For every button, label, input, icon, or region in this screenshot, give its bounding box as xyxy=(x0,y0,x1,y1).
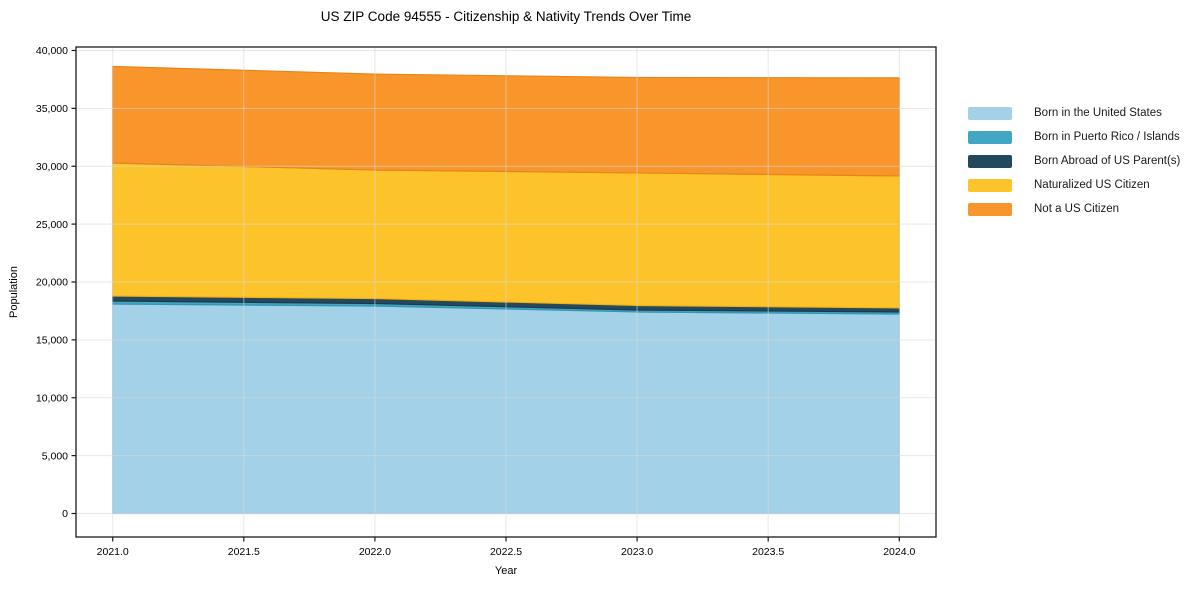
y-axis-label: Population xyxy=(8,266,20,318)
legend-label: Born in Puerto Rico / Islands xyxy=(1034,131,1180,143)
legend-label: Born Abroad of US Parent(s) xyxy=(1034,155,1181,167)
x-tick-label: 2021.5 xyxy=(228,546,260,558)
x-tick-label: 2024.0 xyxy=(883,546,915,558)
x-tick-label: 2023.5 xyxy=(752,546,784,558)
legend-item: Born Abroad of US Parent(s) xyxy=(968,149,1180,173)
legend: Born in the United States Born in Puerto… xyxy=(968,101,1180,221)
legend-item: Born in Puerto Rico / Islands xyxy=(968,125,1180,149)
y-tick-label: 25,000 xyxy=(36,219,68,231)
legend-item: Not a US Citizen xyxy=(968,197,1180,221)
y-tick-label: 0 xyxy=(62,508,68,520)
chart-title: US ZIP Code 94555 - Citizenship & Nativi… xyxy=(320,9,692,24)
x-tick-label: 2022.0 xyxy=(359,546,391,558)
legend-label: Naturalized US Citizen xyxy=(1034,179,1150,191)
y-tick-label: 10,000 xyxy=(36,392,68,404)
legend-label: Not a US Citizen xyxy=(1034,203,1120,215)
y-tick-label: 15,000 xyxy=(36,335,68,347)
x-axis-label: Year xyxy=(494,565,518,577)
legend-swatch-puerto-rico-islands xyxy=(968,130,1012,144)
y-tick-label: 30,000 xyxy=(36,161,68,173)
legend-swatch-not-citizen xyxy=(968,202,1012,216)
legend-swatch-born-abroad xyxy=(968,154,1012,168)
y-tick-label: 20,000 xyxy=(36,277,68,289)
x-tick-label: 2022.5 xyxy=(490,546,522,558)
x-tick-label: 2023.0 xyxy=(621,546,653,558)
legend-swatch-born-in-us xyxy=(968,106,1012,120)
legend-item: Born in the United States xyxy=(968,101,1180,125)
y-tick-label: 40,000 xyxy=(36,45,68,57)
legend-item: Naturalized US Citizen xyxy=(968,173,1180,197)
y-tick-label: 5,000 xyxy=(42,450,68,462)
legend-swatch-naturalized xyxy=(968,178,1012,192)
x-tick-label: 2021.0 xyxy=(97,546,129,558)
y-tick-label: 35,000 xyxy=(36,103,68,115)
legend-label: Born in the United States xyxy=(1034,107,1162,119)
